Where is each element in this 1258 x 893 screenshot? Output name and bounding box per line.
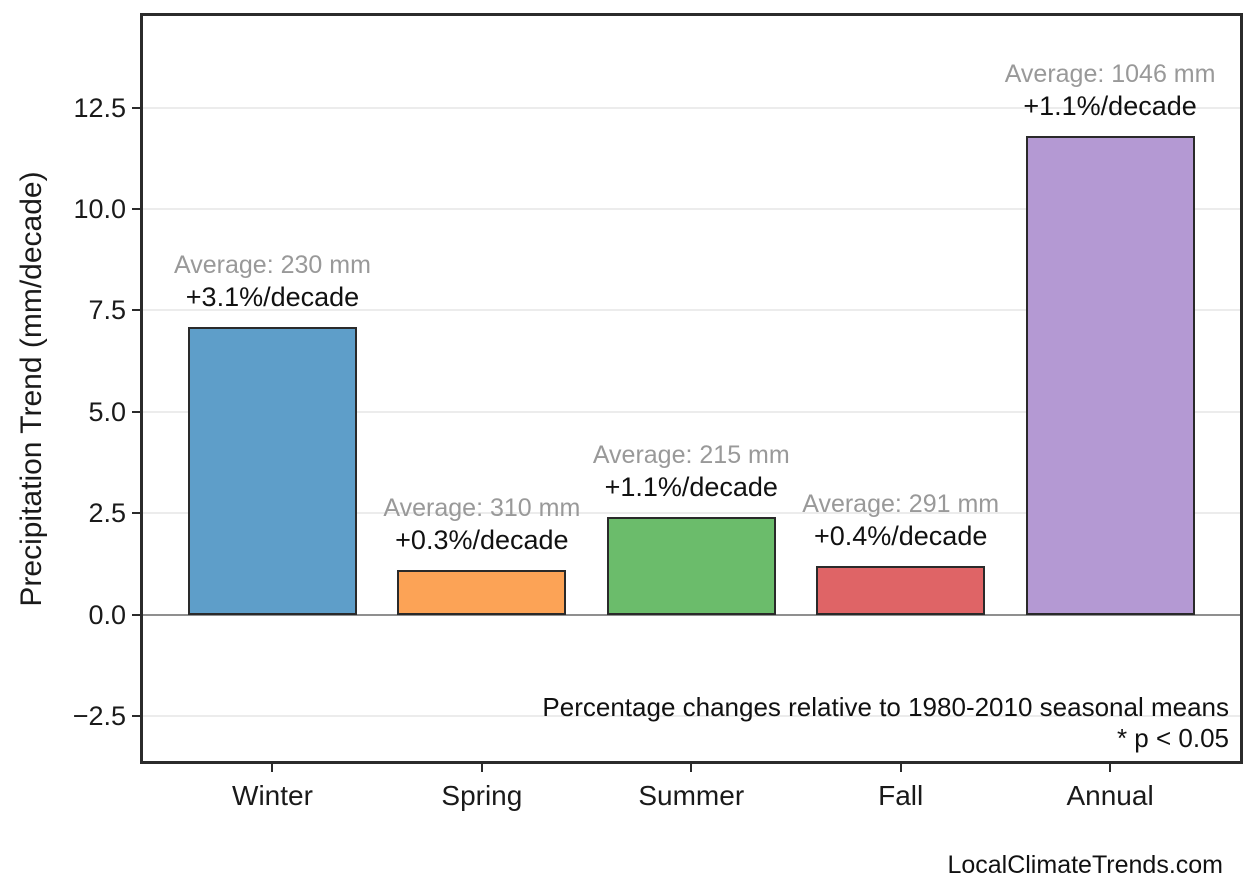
footnote-line-1: Percentage changes relative to 1980-2010… xyxy=(542,692,1229,722)
gridline xyxy=(140,207,1243,210)
gridline xyxy=(140,309,1243,312)
y-tick-label: 7.5 xyxy=(88,295,126,326)
y-tick-mark xyxy=(132,512,140,515)
bar-annotation-fall: Average: 291 mm +0.4%/decade xyxy=(691,488,1111,552)
bar-avg-label: Average: 291 mm xyxy=(802,490,1000,519)
y-tick-label: 0.0 xyxy=(88,599,126,630)
bar-avg-label: Average: 215 mm xyxy=(592,441,790,470)
bar-pct-label: +0.4%/decade xyxy=(813,521,988,552)
y-tick-label: 10.0 xyxy=(73,193,126,224)
x-tick-mark xyxy=(480,764,483,772)
x-tick-label-annual: Annual xyxy=(1066,780,1154,811)
bar-annotation-spring: Average: 310 mm +0.3%/decade xyxy=(272,492,692,556)
y-tick-mark xyxy=(132,309,140,312)
gridline xyxy=(140,106,1243,109)
y-tick-mark xyxy=(132,410,140,413)
bar-annotation-annual: Average: 1046 mm +1.1%/decade xyxy=(900,58,1258,122)
bar-winter xyxy=(187,326,357,615)
zero-line xyxy=(140,613,1243,616)
y-tick-mark xyxy=(132,715,140,718)
x-tick-label-spring: Spring xyxy=(441,780,523,811)
bar-spring xyxy=(397,570,567,615)
bar-avg-label: Average: 1046 mm xyxy=(1004,59,1216,88)
y-tick-label: −2.5 xyxy=(72,701,126,732)
footnote: Percentage changes relative to 1980-2010… xyxy=(542,692,1229,754)
x-tick-label-fall: Fall xyxy=(878,780,924,811)
attribution: LocalClimateTrends.com xyxy=(947,851,1223,879)
y-tick-mark xyxy=(132,613,140,616)
bar-pct-label: +1.1%/decade xyxy=(604,472,778,503)
bar-annual xyxy=(1025,135,1195,615)
footnote-line-2: * p < 0.05 xyxy=(1116,723,1229,753)
bar-annotation-winter: Average: 230 mm +3.1%/decade xyxy=(62,249,482,313)
bar-avg-label: Average: 230 mm xyxy=(174,250,371,279)
y-axis-title: Precipitation Trend (mm/decade) xyxy=(15,171,48,607)
plot-area: Average: 230 mm +3.1%/decade Average: 310 … xyxy=(140,13,1243,764)
y-tick-label: 12.5 xyxy=(73,92,126,123)
y-tick-mark xyxy=(132,106,140,109)
x-tick-mark xyxy=(690,764,693,772)
y-tick-mark xyxy=(132,207,140,210)
x-tick-mark xyxy=(1109,764,1112,772)
gridline xyxy=(140,512,1243,515)
x-tick-mark xyxy=(899,764,902,772)
gridline xyxy=(140,410,1243,413)
x-tick-label-winter: Winter xyxy=(232,780,313,811)
bar-summer xyxy=(606,517,776,615)
y-tick-label: 2.5 xyxy=(88,498,126,529)
bar-pct-label: +3.1%/decade xyxy=(185,281,360,312)
gridline xyxy=(140,715,1243,718)
bar-pct-label: +1.1%/decade xyxy=(1023,90,1197,121)
bar-avg-label: Average: 310 mm xyxy=(383,494,581,523)
x-tick-mark xyxy=(271,764,274,772)
y-tick-label: 5.0 xyxy=(88,396,126,427)
bar-fall xyxy=(816,566,986,615)
bar-pct-label: +0.3%/decade xyxy=(395,525,569,556)
bar-annotation-summer: Average: 215 mm +1.1%/decade xyxy=(481,439,901,503)
x-tick-label-summer: Summer xyxy=(638,780,745,811)
